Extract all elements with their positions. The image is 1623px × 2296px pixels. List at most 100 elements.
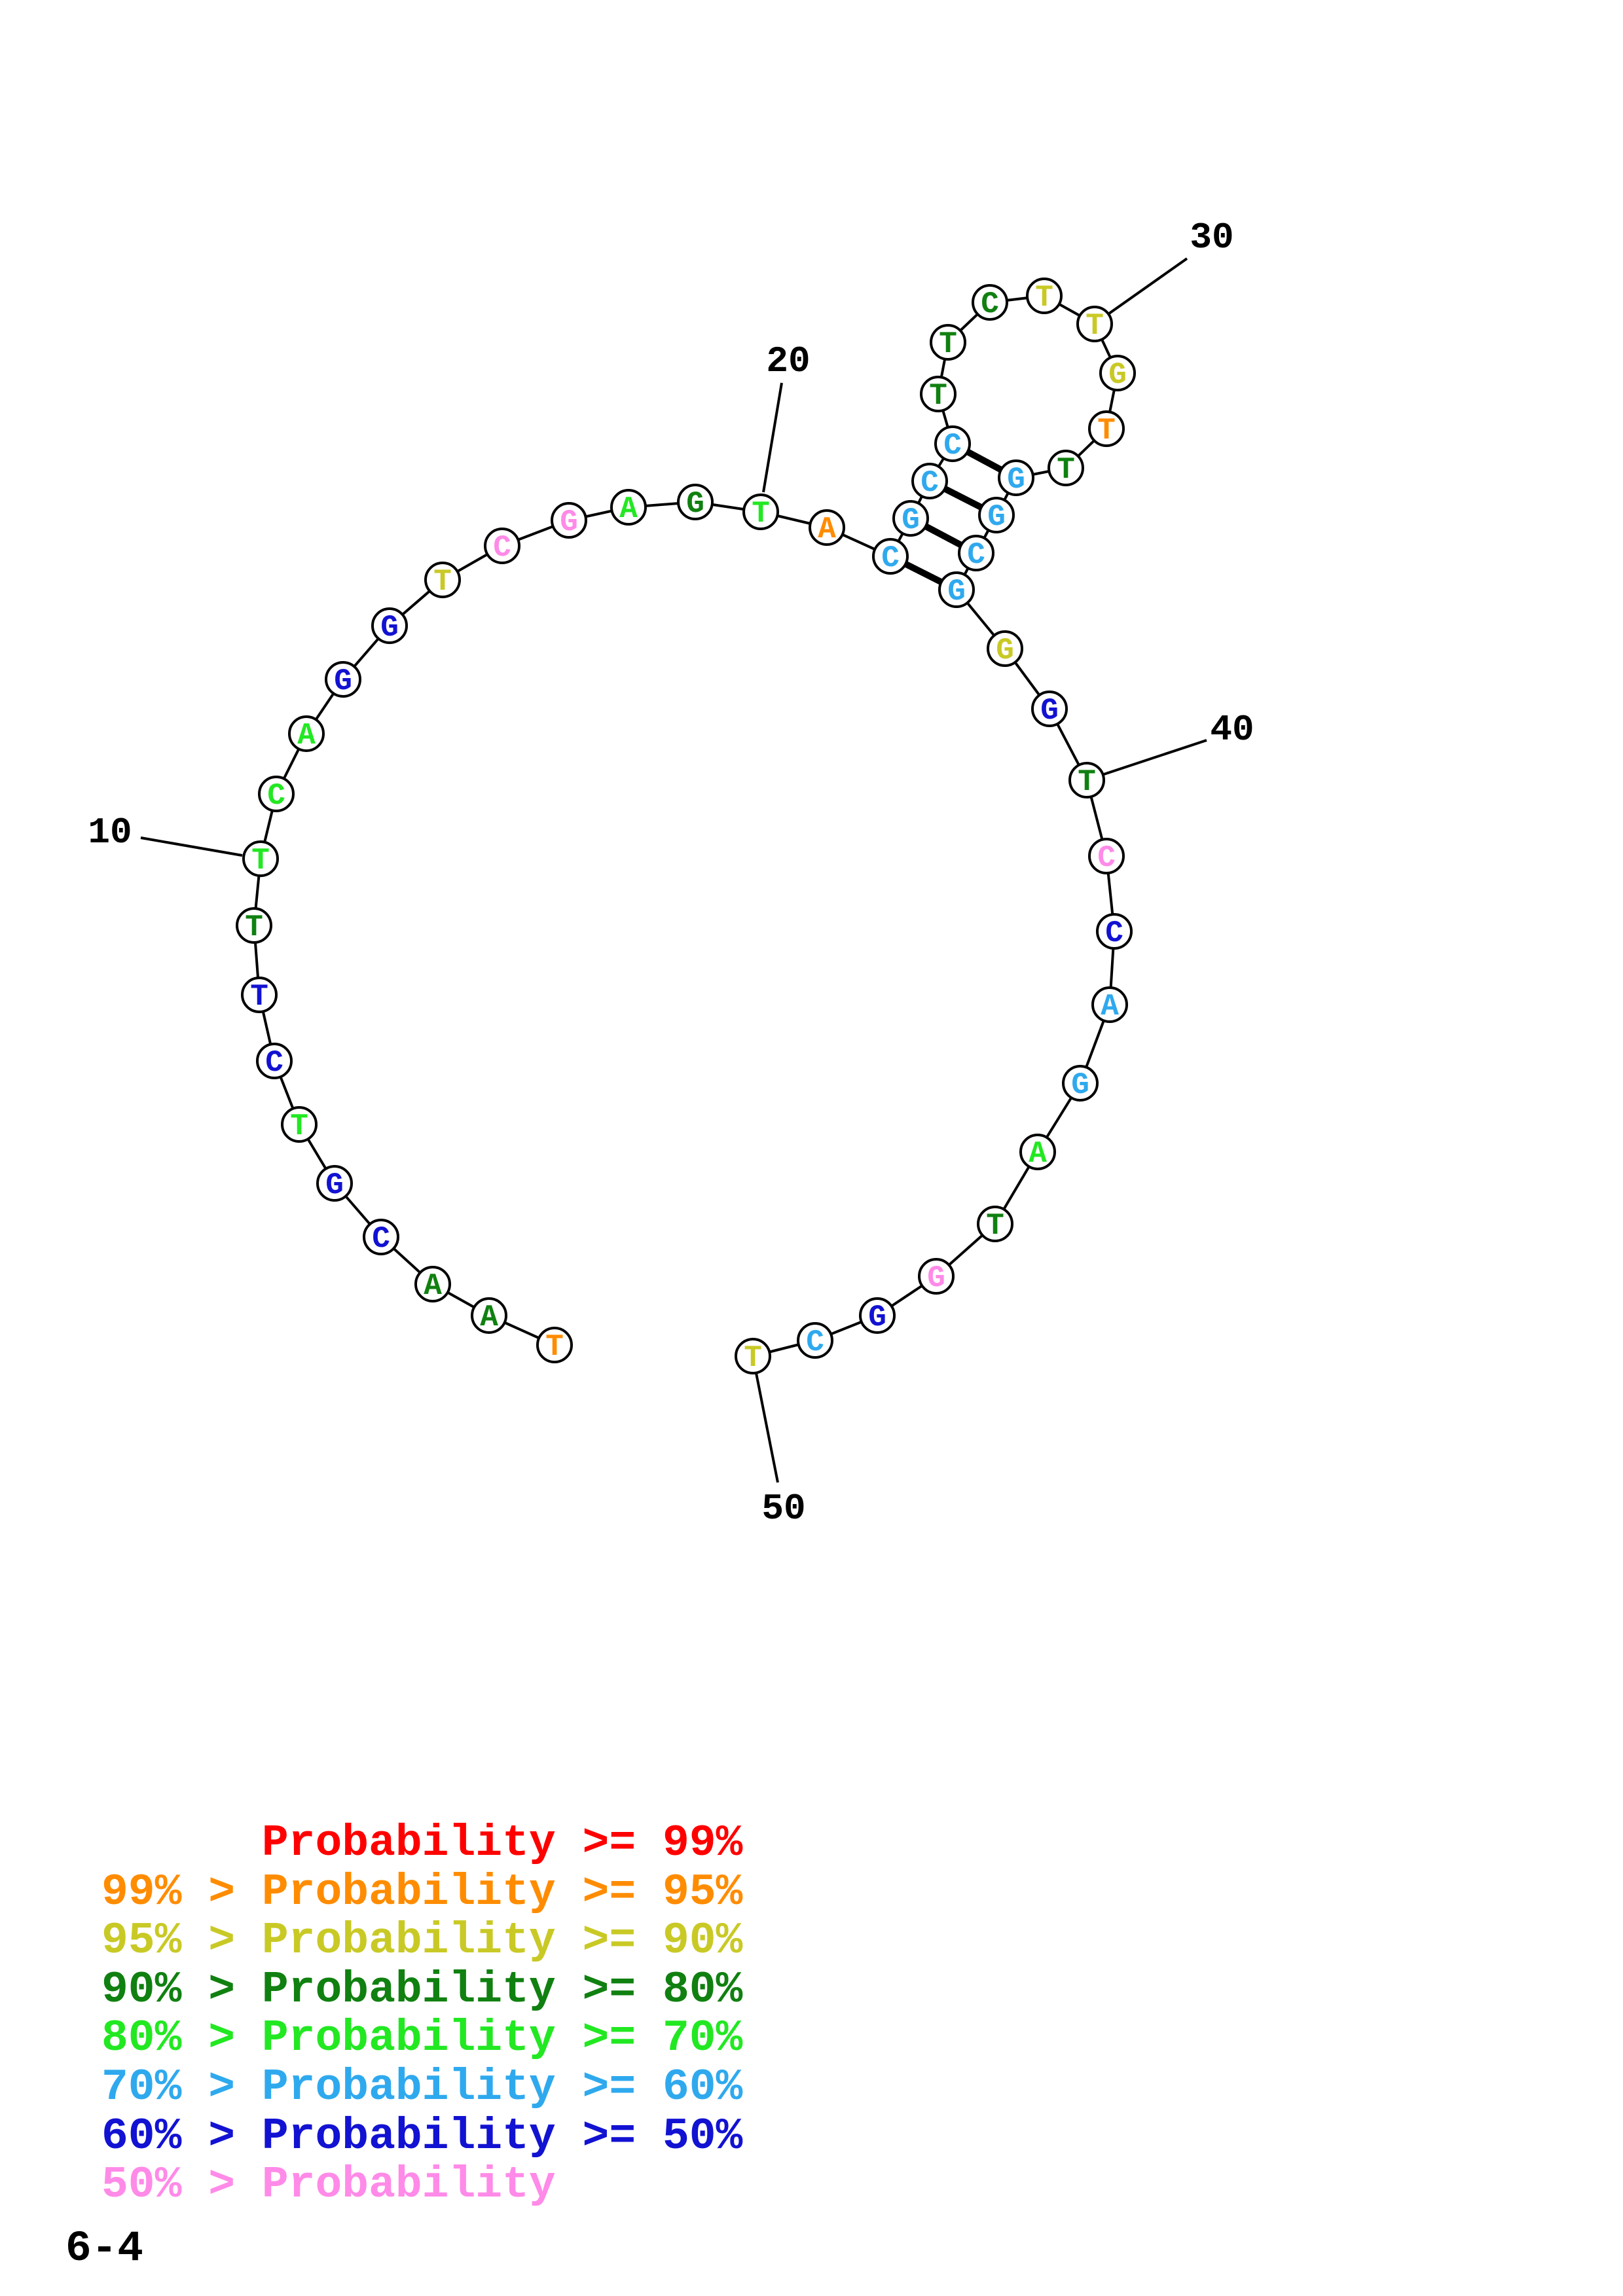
nucleotide-base-letter: A xyxy=(818,512,836,547)
nucleotide-base-letter: T xyxy=(1057,453,1075,487)
nucleotide-circle xyxy=(325,661,361,698)
position-label: 10 xyxy=(88,812,132,853)
nucleotide-circle xyxy=(1076,306,1113,342)
nucleotide-base-letter: C xyxy=(806,1325,824,1359)
nucleotide-circle xyxy=(1088,838,1125,874)
label-leader-line xyxy=(1108,257,1188,315)
nucleotide-circle xyxy=(316,1165,353,1202)
nucleotide-circle xyxy=(256,1043,293,1079)
nucleotide-circle xyxy=(998,459,1034,496)
label-leader-line xyxy=(755,1372,779,1483)
nucleotide-circle xyxy=(1096,913,1133,950)
nucleotide-circle xyxy=(911,463,948,499)
nucleotide-circle xyxy=(1091,986,1128,1023)
nucleotide-circle xyxy=(918,1258,955,1295)
nucleotide-base-letter: G xyxy=(947,575,966,609)
nucleotide-base-letter: G xyxy=(380,611,399,645)
nucleotide-circle xyxy=(1026,278,1063,314)
nucleotide-circle xyxy=(742,493,779,530)
nucleotide-circle xyxy=(1048,450,1084,486)
nucleotide-circle xyxy=(987,630,1023,667)
nucleotide-circle xyxy=(920,376,957,412)
nucleotide-base-letter: T xyxy=(1085,309,1104,343)
nucleotide-base-letter: C xyxy=(372,1222,390,1256)
nucleotide-circle xyxy=(484,528,520,564)
nucleotide-circle xyxy=(471,1297,507,1334)
nucleotide-circle xyxy=(371,607,408,644)
position-label: 40 xyxy=(1210,709,1254,751)
nucleotide-circle xyxy=(677,484,714,520)
nucleotide-base-letter: G xyxy=(996,634,1014,668)
nucleotide-base-letter: T xyxy=(250,980,268,1014)
nucleotide-base-letter: C xyxy=(943,429,962,463)
legend-row: 50% > Probability xyxy=(101,2160,556,2211)
legend-row: 99% > Probability >= 95% xyxy=(101,1867,743,1918)
position-label: 50 xyxy=(761,1488,805,1530)
label-leader-line xyxy=(762,382,783,493)
nucleotide-base-letter: T xyxy=(245,910,263,944)
nucleotide-base-letter: T xyxy=(1035,281,1053,315)
nucleotide-circle xyxy=(363,1219,399,1255)
nucleotide-circle xyxy=(1031,691,1068,727)
nucleotide-circle xyxy=(288,715,325,752)
position-label: 30 xyxy=(1190,217,1233,259)
nucleotide-circle xyxy=(1019,1134,1056,1170)
nucleotide-circle xyxy=(859,1297,896,1334)
nucleotide-circle xyxy=(978,497,1015,533)
legend-row: 70% > Probability >= 60% xyxy=(101,2062,743,2113)
nucleotide-circle xyxy=(551,502,587,539)
nucleotide-base-letter: T xyxy=(744,1341,762,1375)
nucleotide-base-letter: T xyxy=(1078,765,1096,799)
nucleotide-base-letter: C xyxy=(493,531,511,565)
nucleotide-circle xyxy=(930,324,966,361)
nucleotide-base-letter: G xyxy=(987,500,1006,534)
nucleotide-base-letter: C xyxy=(921,466,939,500)
nucleotide-base-letter: C xyxy=(1105,916,1123,950)
nucleotide-circle xyxy=(938,571,975,608)
footer-label: 6-4 xyxy=(65,2224,143,2273)
legend-row: 60% > Probability >= 50% xyxy=(101,2111,743,2162)
label-leader-line xyxy=(1103,739,1207,776)
nucleotide-base-letter: G xyxy=(1007,463,1025,497)
label-leader-line xyxy=(140,836,243,857)
nucleotide-base-letter: C xyxy=(981,287,999,321)
nucleotide-circle xyxy=(610,489,647,526)
nucleotide-circle xyxy=(241,977,278,1013)
nucleotide-circle xyxy=(972,284,1008,321)
nucleotide-circle xyxy=(1099,355,1136,391)
nucleotide-base-letter: A xyxy=(480,1300,498,1335)
nucleotide-circle xyxy=(934,425,971,462)
nucleotide-base-letter: C xyxy=(1097,841,1116,875)
nucleotide-circle xyxy=(536,1327,573,1363)
nucleotide-base-letter: T xyxy=(929,379,947,413)
nucleotide-circle xyxy=(977,1206,1013,1242)
legend-row: 90% > Probability >= 80% xyxy=(101,1964,743,2015)
nucleotide-base-letter: T xyxy=(1097,414,1116,448)
nucleotide-base-letter: G xyxy=(325,1168,344,1202)
nucleotide-base-letter: G xyxy=(1108,358,1127,392)
nucleotide-base-letter: G xyxy=(686,487,704,521)
nucleotide-circle xyxy=(872,538,909,575)
legend-row: 95% > Probability >= 90% xyxy=(101,1916,743,1967)
nucleotide-circle xyxy=(424,562,461,598)
nucleotide-base-letter: G xyxy=(902,503,920,537)
nucleotide-base-letter: A xyxy=(619,492,638,526)
nucleotide-circle xyxy=(258,776,295,812)
nucleotide-base-letter: C xyxy=(967,538,985,572)
nucleotide-base-letter: A xyxy=(297,719,316,753)
nucleotide-base-letter: T xyxy=(290,1109,308,1143)
nucleotide-circle xyxy=(236,907,272,944)
nucleotide-base-letter: A xyxy=(424,1269,442,1303)
nucleotide-circle xyxy=(735,1338,771,1374)
nucleotide-base-letter: A xyxy=(1101,990,1119,1024)
nucleotide-circle xyxy=(1062,1065,1099,1102)
nucleotide-circle xyxy=(958,535,994,571)
nucleotide-circle xyxy=(797,1322,833,1359)
nucleotide-base-letter: C xyxy=(265,1046,283,1080)
nucleotide-base-letter: G xyxy=(927,1261,945,1295)
nucleotide-base-letter: G xyxy=(560,505,578,539)
nucleotide-circle xyxy=(281,1106,318,1143)
legend-row: 80% > Probability >= 70% xyxy=(101,2013,743,2064)
